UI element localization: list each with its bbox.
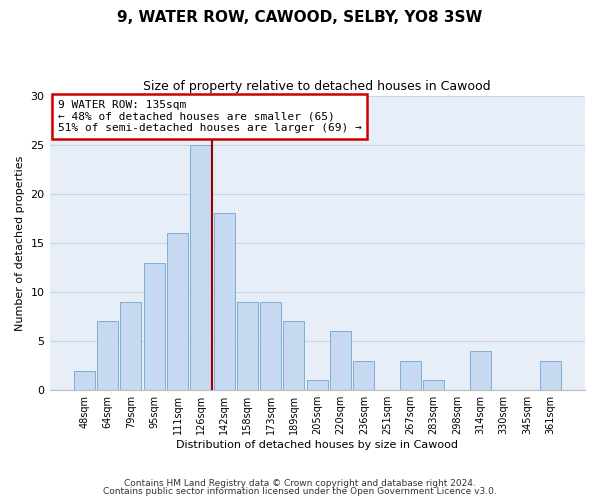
Bar [237,302,258,390]
Bar [423,380,444,390]
Bar [74,370,95,390]
Text: 9 WATER ROW: 135sqm
← 48% of detached houses are smaller (65)
51% of semi-detach: 9 WATER ROW: 135sqm ← 48% of detached ho… [58,100,361,133]
Bar [144,262,165,390]
Title: Size of property relative to detached houses in Cawood: Size of property relative to detached ho… [143,80,491,93]
Bar [539,360,560,390]
Bar [214,214,235,390]
Text: Contains HM Land Registry data © Crown copyright and database right 2024.: Contains HM Land Registry data © Crown c… [124,478,476,488]
Text: Contains public sector information licensed under the Open Government Licence v3: Contains public sector information licen… [103,487,497,496]
Bar [97,322,118,390]
Bar [470,351,491,390]
Bar [307,380,328,390]
Bar [283,322,304,390]
Bar [167,233,188,390]
Bar [353,360,374,390]
Bar [400,360,421,390]
Text: 9, WATER ROW, CAWOOD, SELBY, YO8 3SW: 9, WATER ROW, CAWOOD, SELBY, YO8 3SW [118,10,482,25]
Bar [190,144,211,390]
Bar [260,302,281,390]
X-axis label: Distribution of detached houses by size in Cawood: Distribution of detached houses by size … [176,440,458,450]
Bar [330,332,351,390]
Y-axis label: Number of detached properties: Number of detached properties [15,155,25,330]
Bar [121,302,142,390]
